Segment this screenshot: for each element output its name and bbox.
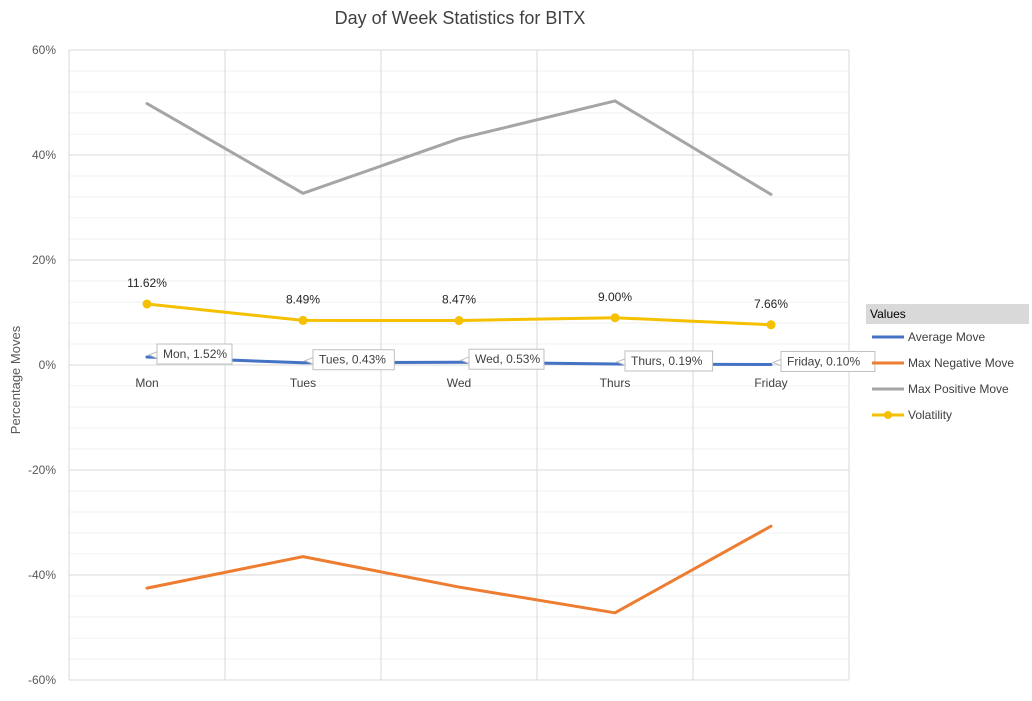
legend-header bbox=[866, 304, 1029, 324]
x-category-label: Mon bbox=[135, 376, 158, 390]
y-tick-labels: 60% 40% 20% 0% -20% -40% -60% bbox=[28, 43, 56, 687]
callout-box bbox=[312, 349, 395, 371]
legend-label: Max Negative Move bbox=[908, 356, 1014, 370]
average-move-callout: Mon, 1.52% bbox=[147, 343, 233, 365]
y-tick-label: 40% bbox=[32, 148, 56, 162]
volatility-marker bbox=[142, 299, 152, 309]
y-axis-title: Percentage Moves bbox=[8, 325, 23, 434]
volatility-data-label: 9.00% bbox=[598, 290, 632, 304]
legend-label: Average Move bbox=[908, 330, 985, 344]
volatility-data-label: 11.62% bbox=[127, 276, 167, 290]
max-positive-move-line bbox=[145, 99, 773, 196]
legend-item-max-positive-move: Max Positive Move bbox=[872, 382, 1009, 396]
legend-title: Values bbox=[870, 307, 906, 321]
series-lines bbox=[142, 99, 776, 615]
y-tick-label: -60% bbox=[28, 673, 56, 687]
volatility-marker bbox=[766, 320, 776, 330]
x-category-label: Wed bbox=[447, 376, 471, 390]
volatility-data-label: 7.66% bbox=[754, 297, 788, 311]
volatility-marker bbox=[454, 316, 464, 326]
x-category-label: Thurs bbox=[600, 376, 631, 390]
y-tick-label: 60% bbox=[32, 43, 56, 57]
x-category-labels: Mon Tues Wed Thurs Friday bbox=[135, 376, 787, 390]
legend-label: Volatility bbox=[908, 408, 952, 422]
callout-text: Friday, 0.10% bbox=[787, 354, 860, 368]
average-move-callout: Wed, 0.53% bbox=[459, 348, 545, 370]
average-move-callout: Friday, 0.10% bbox=[771, 350, 876, 372]
average-move-callout: Thurs, 0.19% bbox=[615, 350, 714, 372]
legend-swatch-marker bbox=[884, 411, 892, 419]
callout-box bbox=[156, 343, 233, 365]
callout-text: Thurs, 0.19% bbox=[631, 354, 703, 368]
legend: Values Average Move Max Negative Move Max … bbox=[866, 304, 1029, 422]
x-category-label: Friday bbox=[754, 376, 787, 390]
volatility-data-label: 8.47% bbox=[442, 293, 476, 307]
x-category-label: Tues bbox=[290, 376, 316, 390]
legend-item-max-negative-move: Max Negative Move bbox=[872, 356, 1014, 370]
y-tick-label: -40% bbox=[28, 568, 56, 582]
volatility-marker bbox=[610, 313, 620, 323]
y-tick-label: 0% bbox=[39, 358, 57, 372]
chart-title: Day of Week Statistics for BITX bbox=[335, 8, 586, 28]
average-move-callout: Tues, 0.43% bbox=[303, 349, 395, 371]
y-tick-label: 20% bbox=[32, 253, 56, 267]
legend-item-volatility: Volatility bbox=[872, 408, 952, 422]
callout-box bbox=[624, 350, 714, 372]
callout-text: Wed, 0.53% bbox=[475, 352, 540, 366]
legend-item-average-move: Average Move bbox=[872, 330, 985, 344]
callout-box bbox=[468, 348, 545, 370]
volatility-data-label: 8.49% bbox=[286, 292, 320, 306]
volatility-marker bbox=[298, 315, 308, 325]
legend-label: Max Positive Move bbox=[908, 382, 1009, 396]
callout-box bbox=[780, 350, 876, 372]
callout-text: Mon, 1.52% bbox=[163, 347, 227, 361]
callout-text: Tues, 0.43% bbox=[319, 353, 386, 367]
data-labels: 11.62% 8.49% 8.47% 9.00% 7.66% Mon, 1.52% Tues… bbox=[127, 276, 876, 372]
y-tick-label: -20% bbox=[28, 463, 56, 477]
max-negative-move-line bbox=[145, 524, 773, 615]
